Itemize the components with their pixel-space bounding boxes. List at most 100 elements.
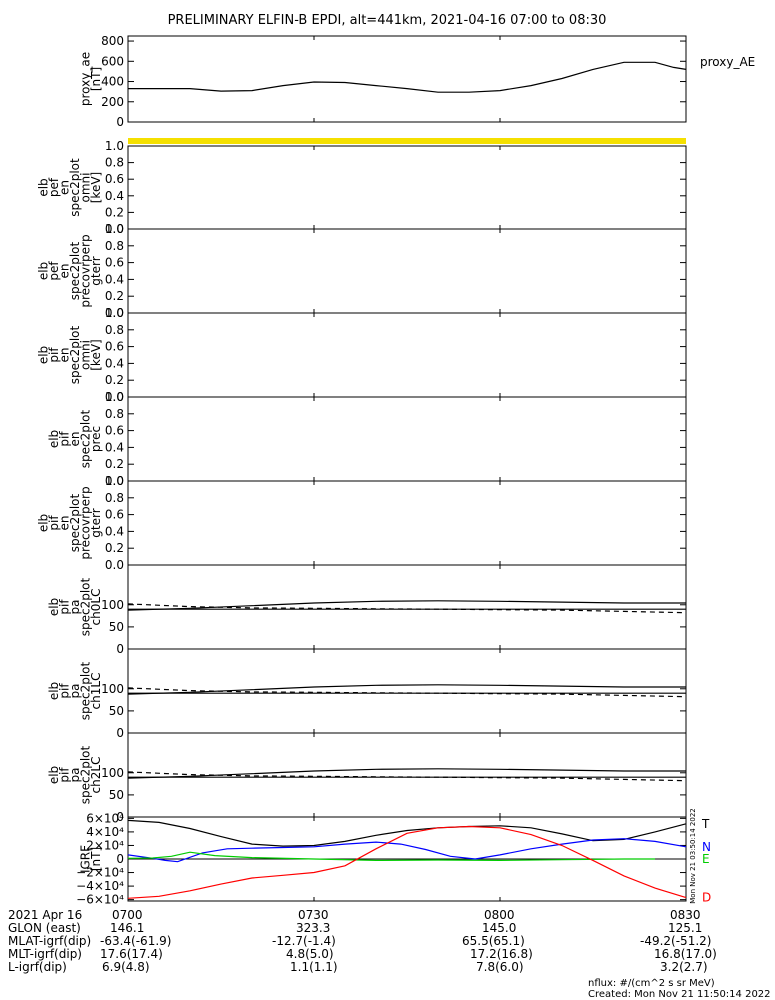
series-line-1 (127, 687, 687, 698)
y-axis-label: omni (79, 173, 93, 203)
y-tick-label: 0.6 (105, 172, 124, 186)
y-axis-label: gterr (89, 508, 103, 537)
y-tick-label: 0.6 (105, 340, 124, 354)
y-tick-label: 0.8 (105, 407, 124, 421)
y-axis-label: [nT] (89, 67, 103, 91)
y-tick-label: 0.4 (105, 356, 124, 370)
y-tick-label: 0.8 (105, 156, 124, 170)
y-tick-label: 600 (101, 54, 124, 68)
row1-value-3: 125.1 (668, 921, 703, 935)
y-tick-label: 100 (101, 598, 124, 612)
y-axis-label: spec2plot (79, 661, 93, 720)
y-axis-label: [keV] (89, 339, 103, 370)
y-axis-label: elb (37, 262, 51, 280)
panel-pef_precovrperp: 0.0 0.2 0.4 0.6 0.8 1.0 elbpefenspec2plotpreco… (37, 222, 687, 320)
row-label-0: 2021 Apr 16 (8, 908, 83, 922)
y-tick-label: 0 (116, 642, 124, 656)
y-tick-label: 0.6 (105, 424, 124, 438)
series-line-E (127, 851, 655, 862)
y-tick-label: 0.4 (105, 440, 124, 454)
row4-value-2: 7.8(6.0) (476, 960, 524, 974)
y-tick-label: 0.0 (105, 306, 124, 320)
panel-frame (127, 228, 687, 314)
y-axis-label: pif (47, 347, 61, 363)
y-tick-label: 6×10⁴ (86, 811, 124, 825)
row0-value-1: 0730 (298, 908, 329, 922)
y-tick-label: 0.0 (105, 558, 124, 572)
y-tick-label: 0.2 (105, 373, 124, 387)
y-axis-label: elb (47, 766, 61, 784)
y-axis-label: spec2plot (79, 577, 93, 636)
y-axis-label: spec2plot (79, 409, 93, 468)
panel-frame (127, 145, 687, 230)
row2-value-3: -49.2(-51.2) (640, 934, 712, 948)
y-tick-label: 400 (101, 75, 124, 89)
row3-value-3: 16.8(17.0) (654, 947, 717, 961)
y-tick-label: 0.4 (105, 272, 124, 286)
row1-value-0: 146.1 (110, 921, 145, 935)
y-axis-label: IGRF (79, 845, 93, 873)
y-axis-label: en (58, 348, 72, 363)
y-axis-label: en (58, 264, 72, 279)
y-tick-label: −4×10⁴ (76, 879, 124, 893)
y-tick-label: 4×10⁴ (86, 825, 124, 839)
y-tick-label: 0.2 (105, 541, 124, 555)
y-tick-label: 1.0 (105, 139, 124, 153)
y-tick-label: 0.4 (105, 524, 124, 538)
y-tick-label: 2×10⁴ (86, 838, 124, 852)
row-label-4: L-igrf(dip) (8, 960, 67, 974)
y-tick-label: 200 (101, 95, 124, 109)
y-axis-label: proxy_ae (79, 52, 93, 106)
y-axis-label: pa (68, 768, 82, 783)
series-label-D: D (702, 891, 711, 905)
panel-frame (127, 312, 687, 398)
y-axis-label: ch0LC (89, 589, 103, 626)
y-tick-label: 1.0 (105, 222, 124, 236)
y-axis-label: elb (47, 598, 61, 616)
series-label-E: E (702, 852, 710, 866)
y-axis-label: pa (68, 684, 82, 699)
y-tick-label: 0.6 (105, 256, 124, 270)
row-label-1: GLON (east) (8, 921, 81, 935)
row4-value-3: 3.2(2.7) (660, 960, 708, 974)
y-tick-label: 0.0 (105, 222, 124, 236)
series-line-D (127, 825, 687, 899)
panel-proxy_ae: 0 200 400 600 800 proxy_ae[nT] proxy_AE (79, 34, 756, 129)
created-timestamp: Created: Mon Nov 21 11:50:14 2022 (588, 989, 771, 1000)
y-tick-label: 0.0 (105, 390, 124, 404)
y-axis-label: spec2plot (68, 241, 82, 300)
y-tick-label: −6×10⁴ (76, 893, 124, 907)
series-label-N: N (702, 840, 711, 854)
status-bar (128, 138, 686, 144)
row2-value-1: -12.7(-1.4) (272, 934, 336, 948)
row3-value-1: 4.8(5.0) (286, 947, 334, 961)
y-axis-label: elb (37, 178, 51, 196)
y-axis-label: pef (47, 177, 61, 197)
row3-value-2: 17.2(16.8) (470, 947, 533, 961)
y-tick-label: 1.0 (105, 474, 124, 488)
chart-title: PRELIMINARY ELFIN-B EPDI, alt=441km, 202… (168, 13, 607, 28)
y-axis-label: en (58, 516, 72, 531)
y-tick-label: −2×10⁴ (76, 866, 124, 880)
y-axis-label: pif (58, 683, 72, 699)
row4-value-0: 6.9(4.8) (102, 960, 150, 974)
series-line-T (127, 819, 687, 847)
y-tick-label: 0 (116, 810, 124, 824)
row1-value-1: 323.3 (296, 921, 331, 935)
y-tick-label: 0.0 (105, 474, 124, 488)
side-timestamp: Mon Nov 21 03:50:14 2022 (689, 808, 697, 903)
y-tick-label: 1.0 (105, 390, 124, 404)
y-tick-label: 0.2 (105, 457, 124, 471)
y-tick-label: 0.6 (105, 508, 124, 522)
panel-igrf: 6×10⁴4×10⁴2×10⁴0−2×10⁴−4×10⁴−6×10⁴IGRF[n… (76, 808, 711, 906)
panel-pif_omni: 0.0 0.2 0.4 0.6 0.8 1.0 elbpifenspec2plotomni[… (37, 306, 687, 404)
y-tick-label: 0.8 (105, 239, 124, 253)
y-tick-label: 800 (101, 34, 124, 48)
series-line-1 (127, 603, 687, 614)
y-tick-label: 50 (109, 704, 124, 718)
right-label: proxy_AE (700, 55, 755, 69)
y-axis-label: elb (37, 514, 51, 532)
